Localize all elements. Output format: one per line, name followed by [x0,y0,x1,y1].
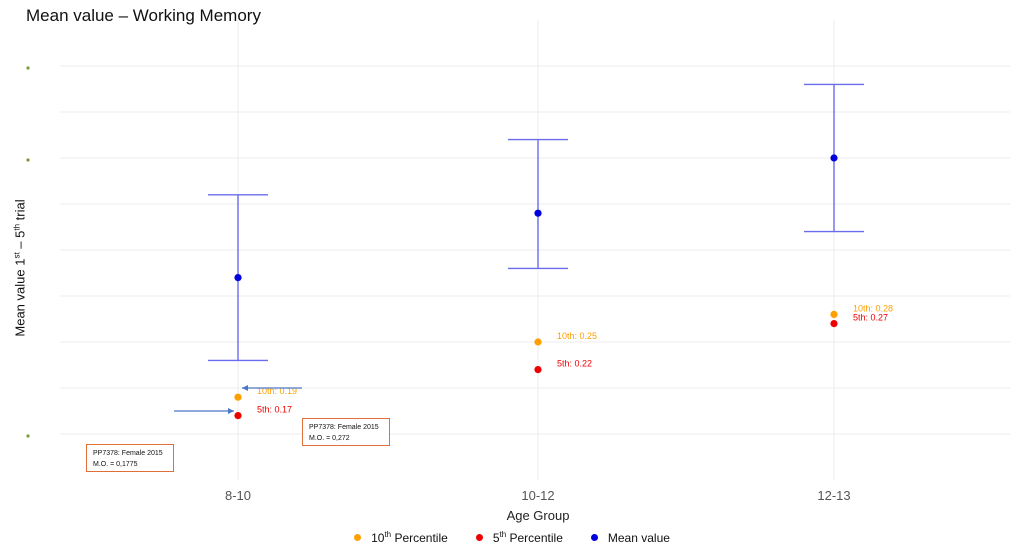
legend-label: 10th Percentile [371,530,448,545]
legend-label: Mean value [607,530,670,545]
legend-item: 5th Percentile [475,530,563,545]
annotation-line: PP7378: Female 2015 [309,424,379,431]
chart-title: Mean value – Working Memory [26,6,261,25]
annotation-arrowhead [228,408,234,414]
data-label: 5th: 0.27 [853,313,888,323]
legend: 10th Percentile 5th Percentile Mean value [0,530,1024,545]
annotation-line: M.O. = 0,272 [309,435,350,442]
legend-item: 10th Percentile [354,530,448,545]
y-tick-mark [26,158,30,162]
x-axis-title: Age Group [507,508,570,523]
legend-marker [475,534,483,541]
data-point [534,209,542,217]
x-tick-label: 12-13 [817,488,850,503]
legend-label: 5th Percentile [492,530,563,545]
data-label: 5th: 0.17 [257,405,292,415]
data-point [534,366,542,374]
annotation-box: PP7378: Female 2015 M.O. = 0,272 [302,418,390,446]
data-label: 10th: 0.28 [853,303,893,313]
data-point [830,154,838,162]
legend-item: Mean value [590,530,670,545]
data-point [234,274,242,282]
y-tick-mark [26,66,30,70]
annotation-arrowhead [242,385,248,391]
data-label: 10th: 0.25 [557,331,597,341]
annotation-line: M.O. = 0,1775 [93,461,138,468]
data-point [234,412,242,420]
data-point [534,338,542,346]
annotation-box: PP7378: Female 2015 M.O. = 0,1775 [86,444,174,472]
x-tick-label: 8-10 [225,488,251,503]
legend-marker [354,534,362,541]
data-point [234,393,242,401]
legend-marker [590,534,598,541]
data-label: 10th: 0.19 [257,386,297,396]
y-tick-mark [26,434,30,438]
data-point [830,310,838,318]
annotation-line: PP7378: Female 2015 [93,450,163,457]
x-tick-label: 10-12 [521,488,554,503]
data-label: 5th: 0.22 [557,359,592,369]
data-point [830,320,838,328]
